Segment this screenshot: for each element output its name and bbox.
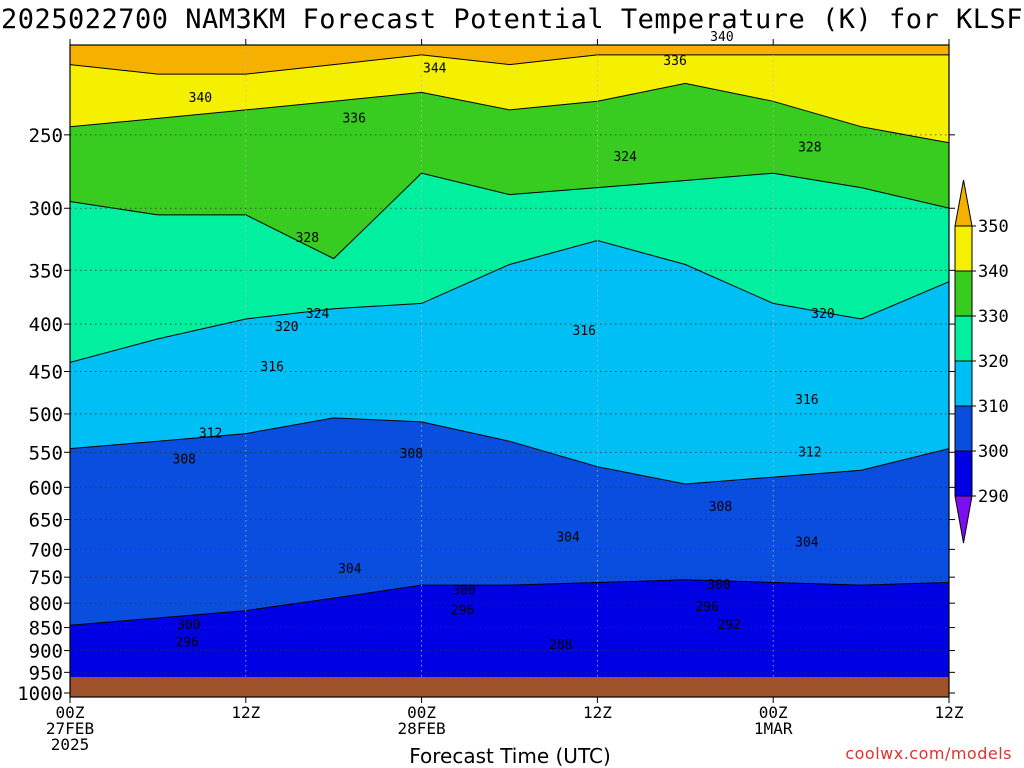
contour-label: 336 [663, 54, 686, 69]
contour-line [70, 579, 949, 626]
contour-line [70, 54, 949, 75]
contour-label: 316 [260, 360, 283, 375]
x-tick-label: 28FEB [398, 719, 446, 738]
contour-label: 340 [710, 30, 733, 45]
contour-label: 312 [798, 445, 821, 460]
contour-label: 304 [556, 531, 580, 546]
theta-band [70, 54, 949, 143]
y-tick-label: 450 [29, 361, 63, 383]
chart-title: 2025022700 NAM3KM Forecast Potential Tem… [0, 4, 1024, 35]
contour-label: 292 [718, 618, 741, 633]
y-tick-label: 950 [29, 662, 63, 684]
x-tick-label: 00Z [759, 703, 788, 722]
contour-label: 324 [306, 307, 330, 322]
contour-label: 340 [189, 91, 212, 106]
contour-label: 336 [342, 111, 365, 126]
y-tick-label: 1000 [17, 683, 63, 705]
contour-label: 308 [173, 453, 196, 468]
contour-label: 296 [451, 604, 474, 619]
theta-band [70, 83, 949, 259]
theta-band [70, 45, 949, 75]
y-tick-label: 600 [29, 477, 63, 499]
colorbar-segment [954, 450, 973, 497]
x-tick-label: 2025 [51, 735, 90, 754]
colorbar-label: 320 [978, 352, 1009, 372]
x-tick-label: 12Z [583, 703, 612, 722]
contour-label: 308 [400, 447, 423, 462]
y-tick-label: 700 [29, 539, 63, 561]
contour-line [70, 172, 949, 260]
contour-label: 320 [275, 320, 298, 335]
y-tick-label: 900 [29, 641, 63, 663]
contour-line [70, 82, 949, 144]
contour-label: 300 [452, 583, 475, 598]
colorbar-segment [954, 270, 973, 317]
contour-line [70, 239, 949, 363]
contour-label: 308 [709, 500, 732, 515]
contour-label: 288 [549, 638, 572, 653]
contour-label: 324 [613, 150, 637, 165]
colorbar-label: 340 [978, 262, 1009, 282]
x-tick-label: 12Z [935, 703, 964, 722]
colorbar-label: 290 [978, 487, 1009, 507]
x-tick-label: 27FEB [46, 719, 94, 738]
y-tick-label: 400 [29, 314, 63, 336]
contour-label: 296 [175, 635, 198, 650]
colorbar-label: 300 [978, 442, 1009, 462]
contour-label: 316 [795, 393, 818, 408]
colorbar-arrow-bottom [954, 495, 973, 544]
contour-label: 304 [795, 535, 819, 550]
theta-band [70, 579, 949, 697]
x-tick-label: 12Z [231, 703, 260, 722]
credit-text: coolwx.com/models [845, 744, 1012, 763]
colorbar-label: 350 [978, 217, 1009, 237]
ground-strip [70, 677, 949, 697]
contour-label: 304 [338, 562, 362, 577]
y-tick-label: 650 [29, 510, 63, 532]
x-tick-label: 00Z [407, 703, 436, 722]
y-tick-label: 350 [29, 260, 63, 282]
contour-label: 300 [177, 618, 200, 633]
contour-label: 344 [423, 61, 447, 76]
contour-label: 328 [296, 231, 319, 246]
contour-label: 296 [696, 600, 719, 615]
x-tick-label: 1MAR [754, 719, 793, 738]
x-tick-label: 00Z [56, 703, 85, 722]
y-tick-label: 850 [29, 618, 63, 640]
theta-band [70, 417, 949, 626]
contour-label: 328 [798, 141, 821, 156]
y-tick-label: 300 [29, 198, 63, 220]
contour-label: 300 [707, 578, 730, 593]
y-tick-label: 550 [29, 442, 63, 464]
contour-line [70, 417, 949, 485]
colorbar-label: 330 [978, 307, 1009, 327]
y-tick-label: 250 [29, 125, 63, 147]
colorbar-label: 310 [978, 397, 1009, 417]
contour-label: 316 [572, 324, 595, 339]
colorbar-segment [954, 360, 973, 407]
colorbar-segment [954, 225, 973, 272]
theta-band [70, 240, 949, 484]
contour-label: 312 [199, 427, 222, 442]
y-tick-label: 500 [29, 404, 63, 426]
y-tick-label: 800 [29, 593, 63, 615]
colorbar-arrow-top [954, 179, 973, 227]
y-tick-label: 750 [29, 567, 63, 589]
colorbar-segment [954, 315, 973, 362]
contour-label: 320 [811, 307, 834, 322]
colorbar-segment [954, 405, 973, 452]
x-axis-label: Forecast Time (UTC) [409, 744, 611, 768]
theta-band [70, 173, 949, 363]
